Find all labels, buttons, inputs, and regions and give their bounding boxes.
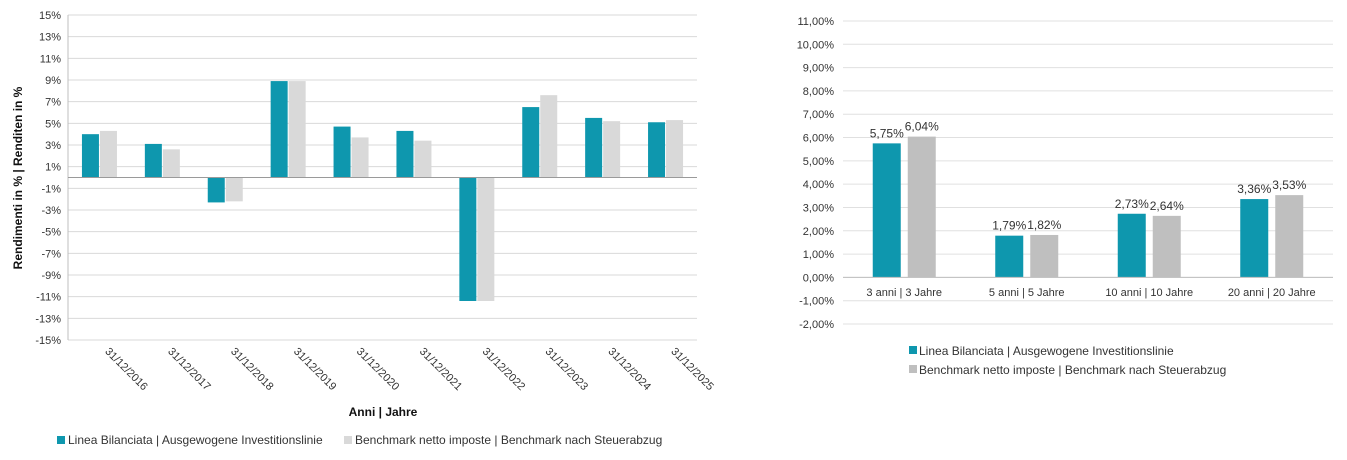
annual-returns-chart: 15% 13% 11% 9% 7% 5% 3% 1% -1% -3% -5% -7% -9% -11% -1… — [11, 10, 716, 447]
data-label: 3,36% — [1237, 182, 1271, 196]
y-tick-label: -13% — [35, 313, 61, 325]
legend-label-linea: Linea Bilanciata | Ausgewogene Investiti… — [919, 344, 1174, 358]
x-tick-label: 31/12/2019 — [291, 346, 338, 393]
y-tick-label: -2,00% — [799, 319, 834, 331]
y-axis-title: Rendimenti in % | Renditen in % — [11, 86, 25, 269]
bar-linea — [81, 134, 99, 178]
bar-linea — [585, 117, 603, 178]
y-tick-label: -9% — [41, 270, 61, 282]
data-label: 6,04% — [905, 120, 939, 134]
x-tick-label: 5 anni | 5 Jahre — [989, 287, 1065, 299]
legend-label-benchmark: Benchmark netto imposte | Benchmark nach… — [919, 363, 1226, 377]
y-tick-label: -15% — [35, 335, 61, 347]
y-tick-label: 4,00% — [803, 179, 834, 191]
y-tick-label: -7% — [41, 248, 61, 260]
bar-linea — [522, 107, 540, 178]
bar-benchmark — [907, 136, 936, 278]
data-label: 2,73% — [1115, 197, 1149, 211]
y-tick-label: 13% — [39, 32, 61, 44]
period-returns-chart: 11,00% 10,00% 9,00% 8,00% 7,00% 6,00% 5,00% 4,0… — [797, 16, 1333, 377]
x-tick-label: 31/12/2020 — [354, 346, 401, 393]
legend-swatch-linea — [909, 346, 917, 354]
x-tick-label: 31/12/2018 — [228, 346, 275, 393]
y-tick-label: -3% — [41, 205, 61, 217]
legend-swatch-linea — [57, 436, 65, 444]
legend-swatch-benchmark — [344, 436, 352, 444]
data-label: 1,79% — [992, 219, 1026, 233]
y-tick-label: -11% — [36, 292, 61, 304]
y-tick-label: 11,00% — [798, 16, 835, 28]
x-tick-label: 31/12/2017 — [165, 346, 212, 393]
y-tick-label: -1% — [41, 183, 61, 195]
y-tick-label: 2,00% — [803, 226, 834, 238]
bar-linea — [648, 122, 666, 178]
y-tick-label: -1,00% — [799, 296, 834, 308]
y-tick-label: 9% — [45, 75, 61, 87]
x-tick-label: 3 anni | 3 Jahre — [866, 287, 942, 299]
bar-benchmark — [225, 177, 243, 202]
bar-benchmark — [540, 95, 558, 178]
bar-benchmark — [288, 81, 306, 178]
bar-linea — [144, 143, 162, 178]
bar-benchmark — [477, 177, 495, 301]
bar-benchmark — [1275, 195, 1304, 278]
y-tick-label: 7,00% — [803, 109, 834, 121]
bar-benchmark — [666, 120, 684, 178]
bar-linea — [872, 143, 901, 278]
x-tick-label: 31/12/2024 — [606, 346, 653, 393]
bar-linea — [270, 81, 288, 178]
y-tick-label: 0,00% — [803, 272, 834, 284]
y-tick-label: 10,00% — [797, 39, 835, 51]
y-tick-label: -5% — [41, 227, 61, 239]
y-tick-label: 9,00% — [803, 63, 834, 75]
bar-linea — [995, 235, 1024, 278]
bar-benchmark — [162, 149, 180, 178]
y-tick-label: 6,00% — [803, 133, 834, 145]
bar-linea — [207, 177, 225, 203]
legend-swatch-benchmark — [909, 365, 917, 373]
bar-benchmark — [1152, 215, 1181, 278]
y-tick-label: 11% — [40, 53, 61, 65]
data-label: 5,75% — [870, 126, 904, 140]
legend-label-linea: Linea Bilanciata | Ausgewogene Investiti… — [68, 433, 323, 447]
y-tick-label: 7% — [45, 97, 61, 109]
y-tick-label: 15% — [39, 10, 61, 22]
bar-linea — [1240, 199, 1269, 278]
x-tick-label: 31/12/2022 — [480, 346, 527, 393]
y-tick-label: 5,00% — [803, 156, 834, 168]
x-tick-label: 31/12/2021 — [417, 346, 464, 393]
data-label: 1,82% — [1027, 218, 1061, 232]
y-tick-label: 3% — [45, 140, 61, 152]
bar-linea — [333, 126, 351, 178]
y-tick-label: 5% — [45, 118, 61, 130]
bar-benchmark — [603, 121, 621, 178]
x-tick-label: 31/12/2023 — [543, 346, 590, 393]
bar-benchmark — [1030, 234, 1059, 278]
bar-benchmark — [414, 140, 432, 178]
data-label: 3,53% — [1272, 178, 1306, 192]
x-tick-label: 20 anni | 20 Jahre — [1228, 287, 1316, 299]
x-tick-label: 31/12/2025 — [668, 346, 715, 393]
y-tick-label: 1,00% — [803, 249, 834, 261]
y-tick-label: 1% — [45, 162, 61, 174]
data-label: 2,64% — [1150, 199, 1184, 213]
y-tick-label: 8,00% — [803, 86, 834, 98]
bar-benchmark — [351, 137, 369, 178]
bar-linea — [1117, 213, 1146, 278]
x-axis-title: Anni | Jahre — [349, 405, 418, 419]
x-tick-label: 10 anni | 10 Jahre — [1105, 287, 1193, 299]
y-tick-label: 3,00% — [803, 202, 834, 214]
bar-linea — [459, 177, 477, 301]
legend-label-benchmark: Benchmark netto imposte | Benchmark nach… — [355, 433, 662, 447]
bar-linea — [396, 130, 414, 178]
x-tick-label: 31/12/2016 — [102, 346, 149, 393]
bar-benchmark — [99, 130, 117, 178]
